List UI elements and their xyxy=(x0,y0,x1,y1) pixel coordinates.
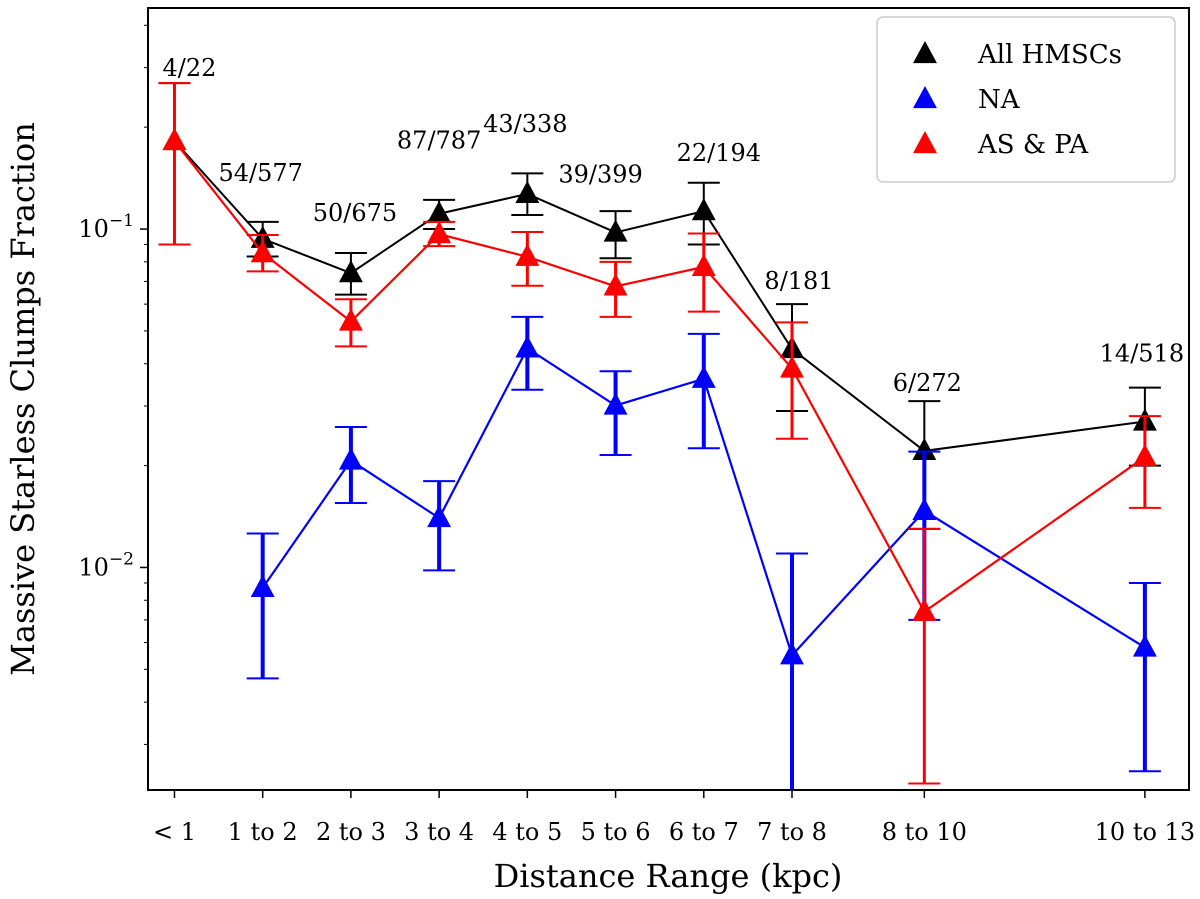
data-point xyxy=(1132,444,1157,467)
fraction-label: 8/181 xyxy=(764,267,833,295)
data-point xyxy=(912,437,937,461)
y-axis-label: Massive Starless Clumps Fraction xyxy=(4,122,42,676)
data-point xyxy=(691,365,716,388)
x-tick-label: 8 to 10 xyxy=(882,818,967,846)
data-point xyxy=(250,240,275,263)
legend-label: All HMSCs xyxy=(977,40,1122,70)
data-point xyxy=(250,574,275,598)
data-point xyxy=(912,598,937,621)
fraction-label: 22/194 xyxy=(677,139,761,167)
data-point xyxy=(691,253,716,276)
fraction-label: 43/338 xyxy=(483,110,567,138)
legend: All HMSCs NA AS & PA xyxy=(876,16,1176,183)
x-tick-label: 5 to 6 xyxy=(581,818,651,846)
fraction-label: 54/577 xyxy=(218,159,302,187)
x-axis-ticks: < 1 1 to 2 2 to 3 3 to 4 4 to 5 5 to 6 6 to 7 7… xyxy=(153,790,1195,846)
fraction-label: 87/787 xyxy=(397,127,481,155)
legend-label: AS & PA xyxy=(977,130,1089,160)
data-point xyxy=(515,243,540,266)
x-tick-label: 10 to 13 xyxy=(1095,818,1195,846)
x-axis-label: Distance Range (kpc) xyxy=(494,857,843,895)
x-tick-label: 7 to 8 xyxy=(757,818,827,846)
data-point xyxy=(603,392,628,415)
x-tick-label: 1 to 2 xyxy=(228,818,298,846)
legend-marker xyxy=(913,86,937,109)
x-tick-label: 3 to 4 xyxy=(404,818,474,846)
x-tick-label: 6 to 7 xyxy=(669,818,739,846)
data-point xyxy=(427,200,452,223)
x-tick-label: 2 to 3 xyxy=(316,818,386,846)
legend-marker xyxy=(913,41,937,64)
data-point xyxy=(780,355,804,378)
legend-box xyxy=(876,16,1176,183)
y-tick-label: 10−1 xyxy=(78,211,134,243)
data-point xyxy=(912,497,937,520)
fraction-label: 50/675 xyxy=(313,199,397,227)
data-point xyxy=(780,642,804,665)
data-point xyxy=(427,221,452,244)
data-point xyxy=(515,180,540,204)
plot-frame xyxy=(147,7,1190,791)
series-group xyxy=(246,315,1161,791)
plot-content xyxy=(158,82,1161,791)
legend-label: NA xyxy=(978,85,1021,115)
x-tick-label: 4 to 5 xyxy=(492,818,562,846)
data-point xyxy=(427,505,452,528)
legend-marker xyxy=(913,131,937,154)
series-line xyxy=(173,140,1146,452)
fraction-label: 4/22 xyxy=(163,54,217,82)
data-point xyxy=(603,219,628,242)
data-point xyxy=(338,260,363,283)
data-point xyxy=(603,273,628,296)
fraction-label: 39/399 xyxy=(558,160,642,188)
data-point xyxy=(515,335,540,358)
data-point xyxy=(162,128,187,151)
data-point xyxy=(338,308,363,331)
series-group xyxy=(158,82,1161,785)
data-point xyxy=(1132,634,1157,657)
y-axis-ticks: 10−1 10−2 xyxy=(78,24,148,745)
fraction-label: 14/518 xyxy=(1100,339,1184,367)
series-line xyxy=(173,140,1146,614)
fraction-label: 6/272 xyxy=(893,369,962,397)
data-point xyxy=(691,198,716,221)
x-tick-label: < 1 xyxy=(153,818,196,846)
data-point xyxy=(338,447,363,470)
y-tick-label: 10−2 xyxy=(78,549,134,581)
